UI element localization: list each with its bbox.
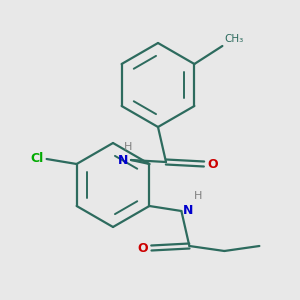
- Text: H: H: [124, 142, 132, 152]
- Text: Cl: Cl: [30, 152, 44, 166]
- Text: N: N: [183, 205, 194, 218]
- Text: CH₃: CH₃: [224, 34, 244, 44]
- Text: H: H: [194, 191, 203, 201]
- Text: N: N: [118, 154, 128, 167]
- Text: O: O: [138, 242, 148, 254]
- Text: O: O: [207, 158, 217, 170]
